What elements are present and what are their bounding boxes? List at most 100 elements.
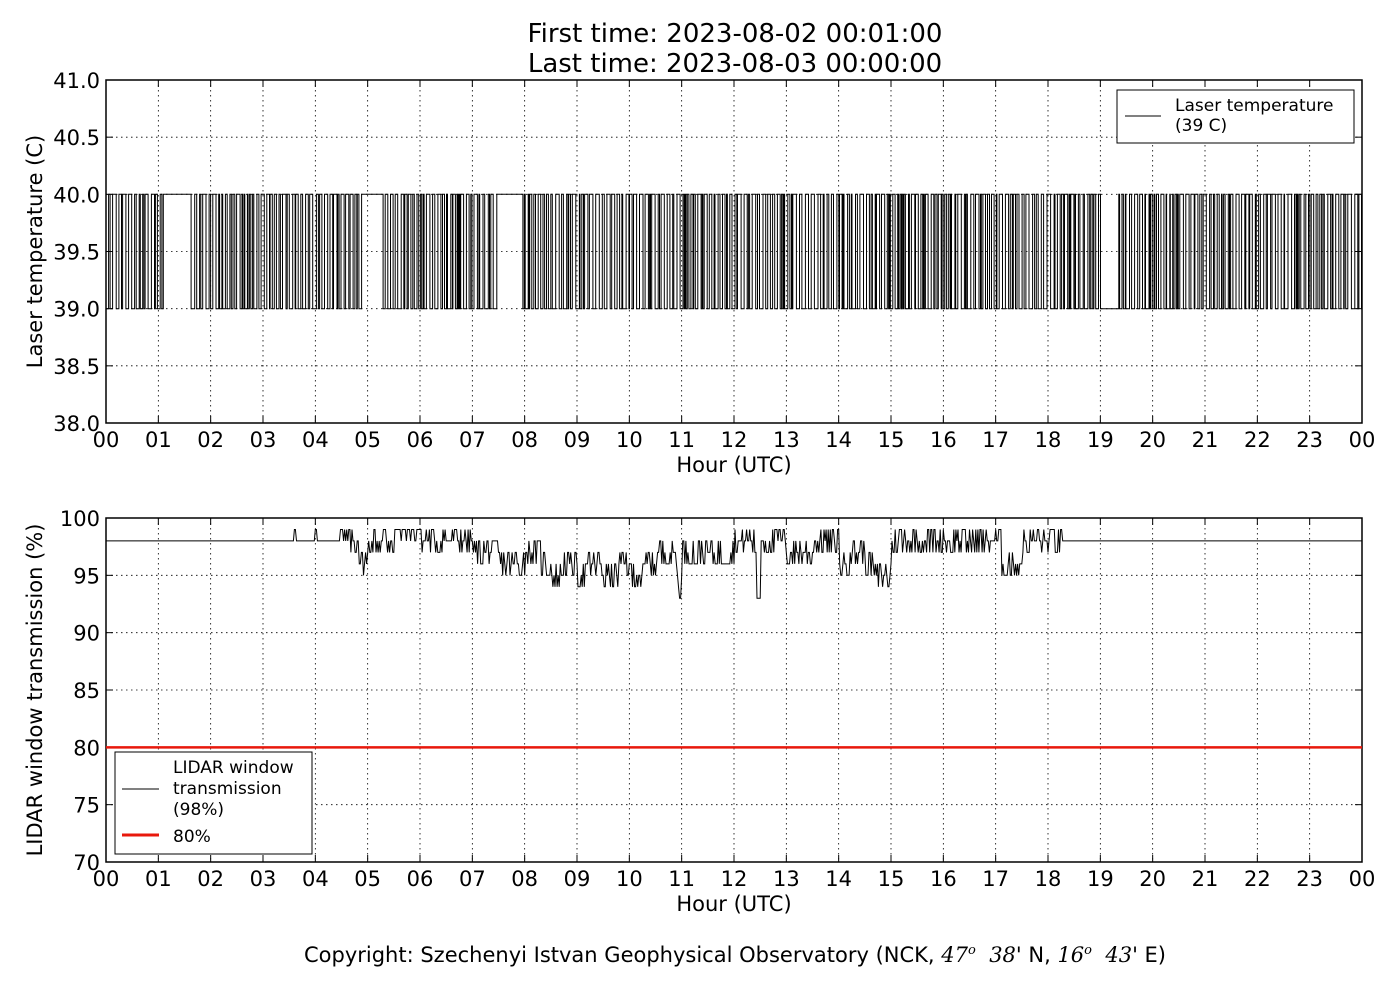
y-tick-label: 38.5: [53, 355, 100, 379]
x-tick-label: 07: [459, 867, 486, 891]
x-tick-label: 22: [1244, 867, 1271, 891]
x-tick-label: 02: [197, 867, 224, 891]
copyright-text: Copyright: Szechenyi Istvan Geophysical …: [303, 943, 942, 967]
x-tick-label: 16: [930, 428, 957, 452]
longitude-minutes: 43: [1105, 943, 1133, 967]
x-tick-label: 21: [1192, 428, 1219, 452]
y-tick-labels: 70 75 80 85 90 95 100: [60, 507, 100, 875]
legend-label-laser-temperature-line2: (39 C): [1175, 116, 1227, 136]
x-tick-label: 11: [668, 428, 695, 452]
x-tick-labels: 00 01 02 03 04 05 06 07 08 09 10 11 12 13 14 15 16 17 18 19…: [93, 428, 1376, 452]
x-axis-label: Hour (UTC): [676, 453, 791, 477]
y-tick-label: 90: [73, 622, 100, 646]
y-tick-label: 41.0: [53, 69, 100, 93]
chart-title-last-time: Last time: 2023-08-03 00:00:00: [527, 49, 943, 79]
x-tick-label: 19: [1087, 867, 1114, 891]
x-tick-label: 18: [1035, 867, 1062, 891]
lidar-window-transmission-chart: 70 75 80 85 90 95 100 00 01 02 03 04 05 06 07 08 09 10 11…: [23, 507, 1375, 916]
x-tick-label: 08: [511, 428, 538, 452]
x-tick-label: 12: [721, 867, 748, 891]
x-tick-label: 05: [354, 867, 381, 891]
x-tick-label: 10: [616, 428, 643, 452]
series-lidar-window-transmission: [106, 529, 1362, 599]
series-lines: [106, 193, 1362, 310]
y-tick-label: 39.5: [53, 241, 100, 265]
y-tick-label: 75: [73, 794, 100, 818]
x-tick-label: 08: [511, 867, 538, 891]
x-tick-label: 06: [407, 428, 434, 452]
chart-title-first-time: First time: 2023-08-02 00:01:00: [527, 19, 943, 49]
latitude-degree-symbol: o: [968, 943, 976, 958]
x-tick-label: 20: [1139, 428, 1166, 452]
x-tick-label: 15: [878, 428, 905, 452]
x-tick-label: 13: [773, 867, 800, 891]
series-lines: [106, 529, 1362, 749]
series-laser-temperature: [106, 193, 1362, 310]
x-tick-label: 14: [825, 867, 852, 891]
x-tick-label: 09: [564, 428, 591, 452]
legend: Laser temperature (39 C): [1116, 89, 1355, 144]
x-tick-label: 01: [145, 428, 172, 452]
y-tick-label: 39.0: [53, 298, 100, 322]
y-tick-label: 40.0: [53, 183, 100, 207]
latitude-minutes: 38: [989, 943, 1016, 967]
x-tick-label: 18: [1035, 428, 1062, 452]
longitude-suffix: ' E): [1132, 943, 1167, 967]
x-tick-label: 04: [302, 428, 329, 452]
x-tick-label: 03: [250, 428, 277, 452]
x-tick-label: 23: [1296, 867, 1323, 891]
x-tick-label: 20: [1139, 867, 1166, 891]
legend-label-laser-temperature-line1: Laser temperature: [1175, 96, 1333, 116]
x-tick-label: 07: [459, 428, 486, 452]
y-tick-label: 40.5: [53, 126, 100, 150]
x-tick-label: 15: [878, 867, 905, 891]
longitude-degrees: 16: [1057, 943, 1085, 967]
x-tick-label: 00: [1349, 428, 1376, 452]
x-tick-label: 03: [250, 867, 277, 891]
x-tick-label: 12: [721, 428, 748, 452]
x-tick-label: 22: [1244, 428, 1271, 452]
y-axis-label: Laser temperature (C): [23, 135, 47, 368]
longitude-degree-symbol: o: [1084, 943, 1092, 958]
x-tick-labels: 00 01 02 03 04 05 06 07 08 09 10 11 12 13 14 15 16 17 18 19…: [93, 867, 1376, 891]
legend-label-lidar-line1: LIDAR window: [173, 758, 294, 778]
y-tick-label: 38.0: [53, 412, 100, 436]
legend: LIDAR window transmission (98%) 80%: [114, 751, 313, 855]
x-tick-label: 19: [1087, 428, 1114, 452]
x-tick-label: 11: [668, 867, 695, 891]
y-tick-label: 95: [73, 564, 100, 588]
x-tick-label: 13: [773, 428, 800, 452]
legend-label-lidar-line3: (98%): [173, 800, 224, 820]
x-tick-label: 01: [145, 867, 172, 891]
x-tick-label: 05: [354, 428, 381, 452]
x-tick-label: 00: [1349, 867, 1376, 891]
x-tick-label: 02: [197, 428, 224, 452]
x-tick-label: 09: [564, 867, 591, 891]
y-tick-labels: 38.0 38.5 39.0 39.5 40.0 40.5 41.0: [53, 69, 100, 436]
x-tick-label: 21: [1192, 867, 1219, 891]
x-tick-label: 14: [825, 428, 852, 452]
laser-temperature-chart: 38.038.539.039.540.040.541.0 00 01 02 03 04 0…: [23, 69, 1375, 477]
legend-box: [114, 751, 313, 855]
copyright-note: Copyright: Szechenyi Istvan Geophysical …: [0, 938, 1400, 968]
x-tick-label: 23: [1296, 428, 1323, 452]
y-tick-label: 85: [73, 679, 100, 703]
x-tick-label: 04: [302, 867, 329, 891]
latitude-suffix: ' N,: [1015, 943, 1058, 967]
x-tick-label: 06: [407, 867, 434, 891]
x-tick-label: 10: [616, 867, 643, 891]
x-tick-label: 00: [93, 428, 120, 452]
legend-label-lidar-line2: transmission: [173, 779, 282, 799]
x-tick-label: 17: [982, 428, 1009, 452]
x-tick-label: 17: [982, 867, 1009, 891]
x-tick-label: 00: [93, 867, 120, 891]
y-tick-label: 70: [73, 851, 100, 875]
legend-label-80-percent: 80%: [173, 827, 211, 847]
x-tick-label: 16: [930, 867, 957, 891]
y-tick-label: 80: [73, 736, 100, 760]
x-axis-label: Hour (UTC): [676, 892, 791, 916]
latitude-degrees: 47: [941, 943, 968, 967]
y-axis-label: LIDAR window transmission (%): [23, 524, 47, 857]
y-tick-label: 100: [60, 507, 100, 531]
